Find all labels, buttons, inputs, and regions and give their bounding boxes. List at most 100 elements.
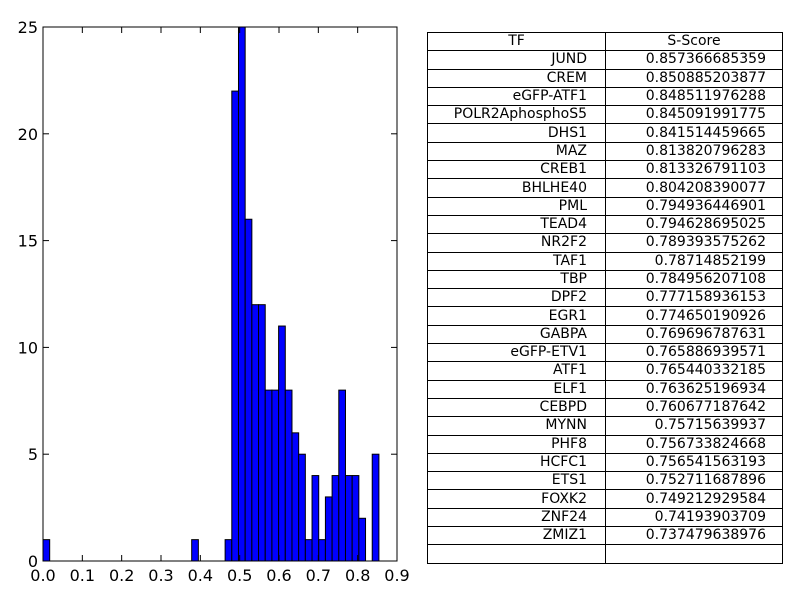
table-row: MYNN 0.75715639937 bbox=[427, 416, 783, 436]
table-row: NR2F2 0.789393575262 bbox=[427, 233, 783, 253]
tf-name-cell: CEBPD bbox=[427, 397, 606, 418]
tf-name-cell: TEAD4 bbox=[427, 214, 606, 235]
table-row: PML 0.794936446901 bbox=[427, 196, 783, 216]
x-tick-label: 0.2 bbox=[109, 566, 134, 585]
tf-name-cell: TBP bbox=[427, 269, 606, 290]
table-row: BHLHE40 0.804208390077 bbox=[427, 178, 783, 198]
histogram-bar bbox=[278, 325, 286, 562]
tf-name-cell: MYNN bbox=[427, 416, 606, 436]
tf-name-cell: JUND bbox=[427, 50, 606, 70]
s-score-cell: 0.765886939571 bbox=[605, 343, 783, 363]
y-tick-label: 0 bbox=[28, 552, 38, 571]
y-tick-label: 20 bbox=[18, 125, 38, 144]
histogram-bar bbox=[284, 389, 293, 562]
tf-name-cell: PHF8 bbox=[427, 434, 606, 454]
histogram-bar bbox=[331, 475, 340, 562]
table-row: GABPA 0.769696787631 bbox=[427, 324, 783, 345]
table-row: TBP 0.784956207108 bbox=[427, 269, 783, 290]
s-score-cell: 0.794628695025 bbox=[605, 214, 783, 235]
table-row: eGFP-ATF1 0.848511976288 bbox=[427, 86, 783, 107]
histogram-bar bbox=[42, 539, 51, 562]
x-tick-label: 0.5 bbox=[227, 566, 252, 585]
histogram-bar bbox=[251, 304, 260, 562]
x-tick-label: 0.9 bbox=[384, 566, 409, 585]
histogram-bar bbox=[237, 26, 246, 562]
y-tick-label: 10 bbox=[18, 338, 38, 357]
x-tick-label: 0.3 bbox=[148, 566, 173, 585]
tf-name-cell: eGFP-ETV1 bbox=[427, 343, 606, 363]
histogram-bar bbox=[304, 539, 313, 562]
s-score-cell: 0.813820796283 bbox=[605, 141, 783, 162]
tf-name-cell: MAZ bbox=[427, 141, 606, 162]
histogram-bars bbox=[42, 26, 380, 562]
tf-name-cell: GABPA bbox=[427, 324, 606, 345]
x-tick-label: 0.7 bbox=[306, 566, 331, 585]
histogram-bar bbox=[318, 539, 326, 562]
histogram-bar bbox=[324, 496, 333, 562]
s-score-cell: 0.777158936153 bbox=[605, 288, 783, 308]
table-row: CEBPD 0.760677187642 bbox=[427, 397, 783, 418]
x-tick-label: 0.1 bbox=[70, 566, 95, 585]
s-score-cell: 0.756541563193 bbox=[605, 452, 783, 473]
y-axis-ticks: 0 5 10 15 20 25 bbox=[18, 18, 397, 571]
column-header-tf: TF bbox=[427, 31, 606, 52]
histogram-bar bbox=[264, 389, 273, 562]
tf-name-cell: DHS1 bbox=[427, 123, 606, 143]
table-row: PHF8 0.756733824668 bbox=[427, 434, 783, 454]
table-row: ELF1 0.763625196934 bbox=[427, 379, 783, 399]
tf-name-cell: PML bbox=[427, 196, 606, 216]
x-tick-label: 0.0 bbox=[30, 566, 55, 585]
histogram-bar bbox=[298, 453, 306, 562]
histogram-bar bbox=[191, 539, 199, 562]
s-score-cell: 0.749212929584 bbox=[605, 489, 783, 509]
tf-name-cell: NR2F2 bbox=[427, 233, 606, 253]
table-row: FOXK2 0.749212929584 bbox=[427, 489, 783, 509]
s-score-cell: 0.789393575262 bbox=[605, 233, 783, 253]
x-tick-label: 0.8 bbox=[345, 566, 370, 585]
histogram-bar bbox=[311, 475, 320, 562]
table-row: TEAD4 0.794628695025 bbox=[427, 214, 783, 235]
s-score-cell: 0.760677187642 bbox=[605, 397, 783, 418]
histogram-bar bbox=[344, 475, 353, 562]
histogram-bar bbox=[338, 389, 346, 562]
tf-name-cell: ZMIZ1 bbox=[427, 526, 606, 546]
column-header-s-score: S-Score bbox=[605, 31, 783, 52]
table-row bbox=[427, 544, 783, 564]
s-score-cell: 0.841514459665 bbox=[605, 123, 783, 143]
y-tick-label: 15 bbox=[18, 232, 38, 251]
tf-name-cell: CREM bbox=[427, 68, 606, 88]
tf-name-cell: ELF1 bbox=[427, 379, 606, 399]
tf-name-cell: ETS1 bbox=[427, 471, 606, 491]
x-axis-ticks: 0.0 0.1 0.2 0.3 0.4 0.5 0.6 0.7 0.8 0.9 bbox=[30, 27, 410, 585]
s-score-cell bbox=[605, 544, 783, 564]
table-row: EGR1 0.774650190926 bbox=[427, 306, 783, 326]
histogram-bar bbox=[231, 90, 239, 562]
plot-frame bbox=[42, 26, 398, 562]
s-score-cell: 0.813326791103 bbox=[605, 160, 783, 180]
table-header-row: TF S-Score bbox=[427, 31, 783, 52]
s-score-cell: 0.765440332185 bbox=[605, 361, 783, 381]
histogram-bar bbox=[351, 475, 360, 562]
y-tick-label: 5 bbox=[28, 445, 38, 464]
table-row: JUND 0.857366685359 bbox=[427, 50, 783, 70]
tf-name-cell: POLR2AphosphoS5 bbox=[427, 105, 606, 125]
histogram-bar bbox=[358, 517, 367, 562]
table-row: CREB1 0.813326791103 bbox=[427, 160, 783, 180]
histogram-bar bbox=[291, 432, 300, 562]
s-score-cell: 0.752711687896 bbox=[605, 471, 783, 491]
s-score-cell: 0.857366685359 bbox=[605, 50, 783, 70]
s-score-cell: 0.763625196934 bbox=[605, 379, 783, 399]
table-row: eGFP-ETV1 0.765886939571 bbox=[427, 343, 783, 363]
table-row: CREM 0.850885203877 bbox=[427, 68, 783, 88]
tf-name-cell: BHLHE40 bbox=[427, 178, 606, 198]
tf-name-cell: eGFP-ATF1 bbox=[427, 86, 606, 107]
histogram-bar bbox=[271, 389, 280, 562]
table-row: MAZ 0.813820796283 bbox=[427, 141, 783, 162]
tf-name-cell: HCFC1 bbox=[427, 452, 606, 473]
table-row: POLR2AphosphoS5 0.845091991775 bbox=[427, 105, 783, 125]
table-row: ZNF24 0.74193903709 bbox=[427, 507, 783, 528]
s-score-cell: 0.74193903709 bbox=[605, 507, 783, 528]
tf-name-cell: FOXK2 bbox=[427, 489, 606, 509]
s-score-cell: 0.774650190926 bbox=[605, 306, 783, 326]
tf-name-cell: EGR1 bbox=[427, 306, 606, 326]
